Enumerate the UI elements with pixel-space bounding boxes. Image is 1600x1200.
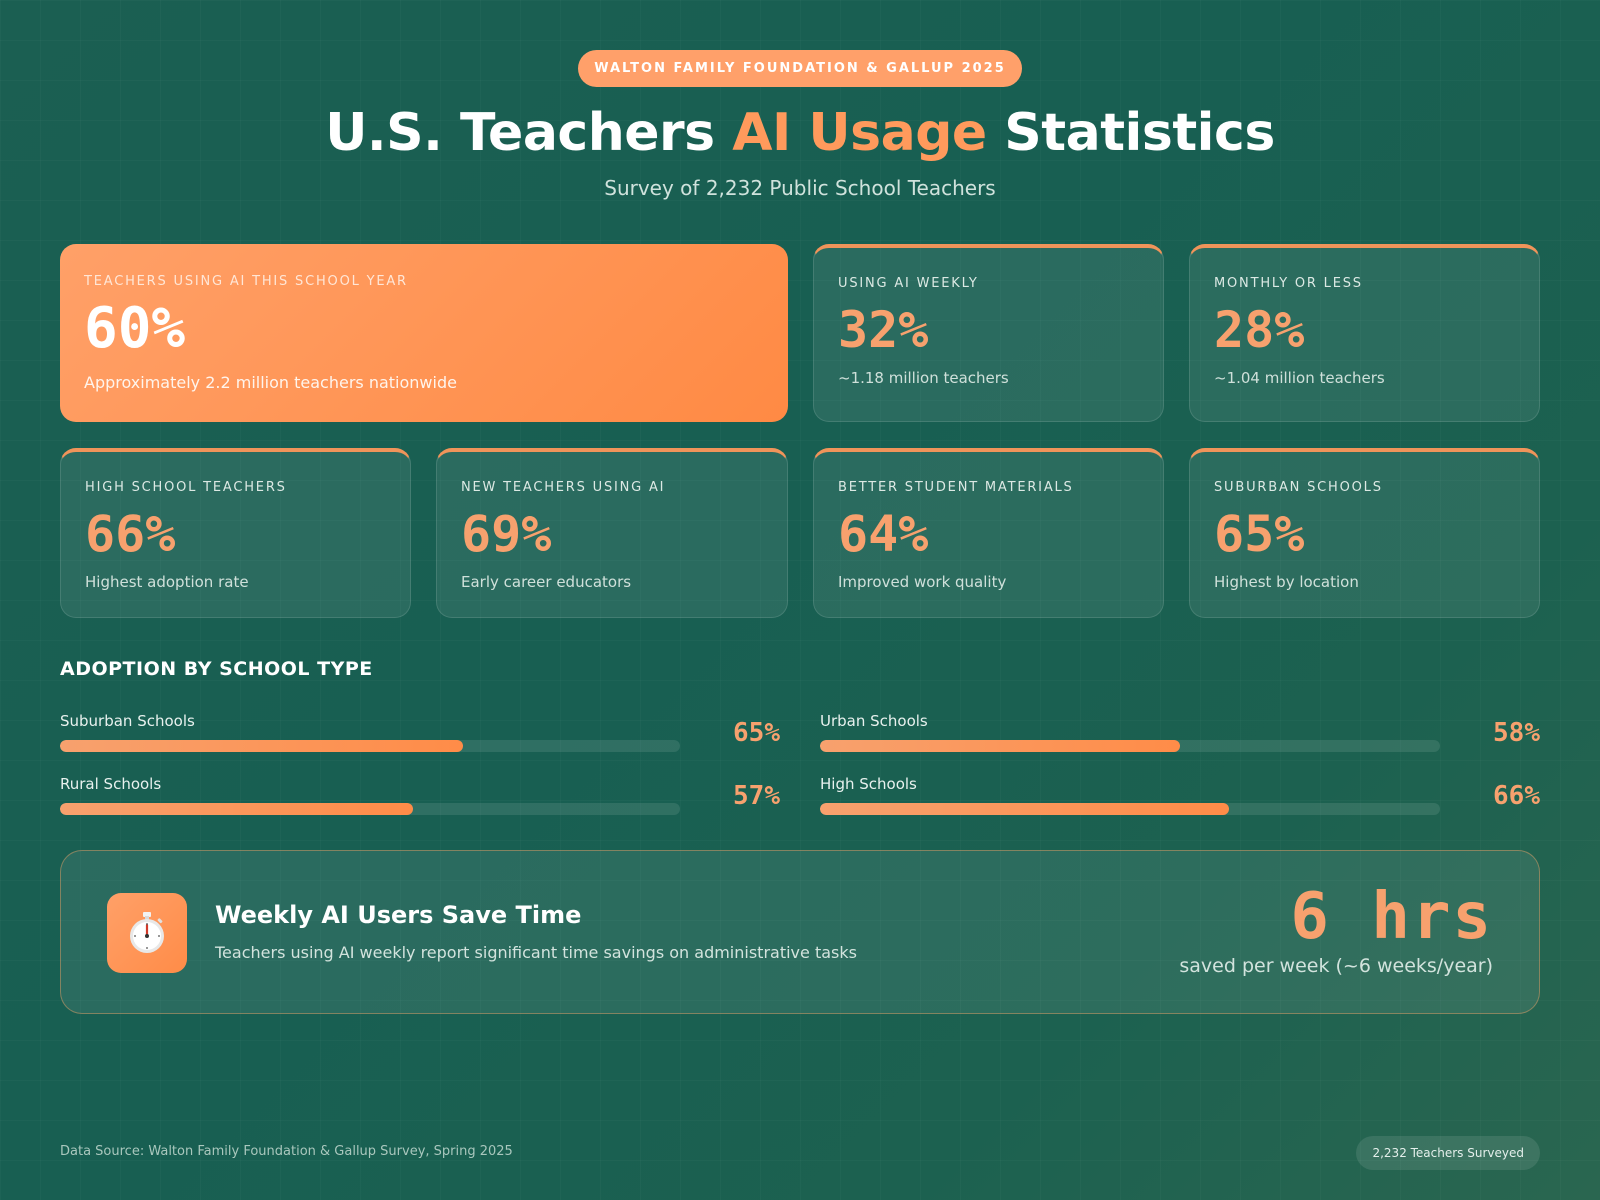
title-text-2: Statistics (986, 103, 1275, 163)
adoption-row: Rural Schools 57% (60, 775, 780, 825)
stat-card-weekly: USING AI WEEKLY 32% ~1.18 million teache… (813, 244, 1164, 422)
adoption-track (820, 740, 1440, 752)
source-pill: WALTON FAMILY FOUNDATION & GALLUP 2025 (578, 50, 1022, 87)
adoption-fill (820, 803, 1230, 815)
time-savings-panel: Weekly AI Users Save Time Teachers using… (60, 850, 1540, 1014)
stat-label: BETTER STUDENT MATERIALS (838, 480, 1074, 495)
stat-subtext: ~1.04 million teachers (1214, 369, 1385, 387)
stat-card-high-school: HIGH SCHOOL TEACHERS 66% Highest adoptio… (60, 448, 411, 618)
adoption-row: Suburban Schools 65% (60, 712, 780, 762)
surveyed-count-badge: 2,232 Teachers Surveyed (1356, 1136, 1540, 1170)
adoption-row-name: Rural Schools (60, 775, 162, 793)
stat-value: 28% (1214, 301, 1305, 359)
stat-subtext: Improved work quality (838, 573, 1007, 591)
stat-value: 65% (1214, 505, 1305, 563)
savings-value-caption: saved per week (~6 weeks/year) (1179, 955, 1493, 977)
stat-label: SUBURBAN SCHOOLS (1214, 480, 1383, 495)
stat-label: HIGH SCHOOL TEACHERS (85, 480, 287, 495)
adoption-track (60, 803, 680, 815)
title-text-1: U.S. Teachers (325, 103, 733, 163)
adoption-track (60, 740, 680, 752)
title-accent: AI Usage (732, 103, 987, 163)
stopwatch-icon (107, 893, 187, 973)
stat-label: MONTHLY OR LESS (1214, 276, 1363, 291)
stat-card-monthly: MONTHLY OR LESS 28% ~1.04 million teache… (1189, 244, 1540, 422)
adoption-fill (60, 740, 463, 752)
stat-value: 60% (84, 296, 186, 361)
stat-value: 32% (838, 301, 929, 359)
adoption-row-pct: 66% (1493, 781, 1540, 811)
stat-subtext: Highest by location (1214, 573, 1359, 591)
adoption-row-pct: 58% (1493, 718, 1540, 748)
data-source-note: Data Source: Walton Family Foundation & … (60, 1144, 513, 1159)
adoption-row-pct: 65% (733, 718, 780, 748)
stat-label: NEW TEACHERS USING AI (461, 480, 666, 495)
stat-subtext: Highest adoption rate (85, 573, 249, 591)
savings-title: Weekly AI Users Save Time (215, 901, 582, 929)
stat-subtext: ~1.18 million teachers (838, 369, 1009, 387)
adoption-row-pct: 57% (733, 781, 780, 811)
stat-card-new-teachers: NEW TEACHERS USING AI 69% Early career e… (436, 448, 788, 618)
page-title: U.S. Teachers AI Usage Statistics (60, 103, 1540, 163)
stat-subtext: Approximately 2.2 million teachers natio… (84, 373, 457, 392)
stat-label: USING AI WEEKLY (838, 276, 979, 291)
adoption-fill (820, 740, 1180, 752)
adoption-row-name: Urban Schools (820, 712, 928, 730)
stat-value: 66% (85, 505, 176, 563)
stat-value: 64% (838, 505, 929, 563)
stat-subtext: Early career educators (461, 573, 632, 591)
adoption-fill (60, 803, 414, 815)
stat-card-using-ai: TEACHERS USING AI THIS SCHOOL YEAR 60% A… (60, 244, 788, 422)
adoption-row-name: High Schools (820, 775, 917, 793)
stat-card-suburban: SUBURBAN SCHOOLS 65% Highest by location (1189, 448, 1540, 618)
adoption-row-name: Suburban Schools (60, 712, 195, 730)
adoption-row: Urban Schools 58% (820, 712, 1540, 762)
stat-card-materials: BETTER STUDENT MATERIALS 64% Improved wo… (813, 448, 1164, 618)
savings-value: 6 hrs (1290, 880, 1493, 954)
savings-description: Teachers using AI weekly report signific… (215, 943, 857, 962)
page-subtitle: Survey of 2,232 Public School Teachers (604, 176, 996, 200)
adoption-section-title: ADOPTION BY SCHOOL TYPE (60, 658, 373, 680)
adoption-track (820, 803, 1440, 815)
stat-value: 69% (461, 505, 552, 563)
infographic-page: WALTON FAMILY FOUNDATION & GALLUP 2025 U… (60, 0, 1540, 1200)
adoption-row: High Schools 66% (820, 775, 1540, 825)
stat-label: TEACHERS USING AI THIS SCHOOL YEAR (84, 274, 408, 289)
